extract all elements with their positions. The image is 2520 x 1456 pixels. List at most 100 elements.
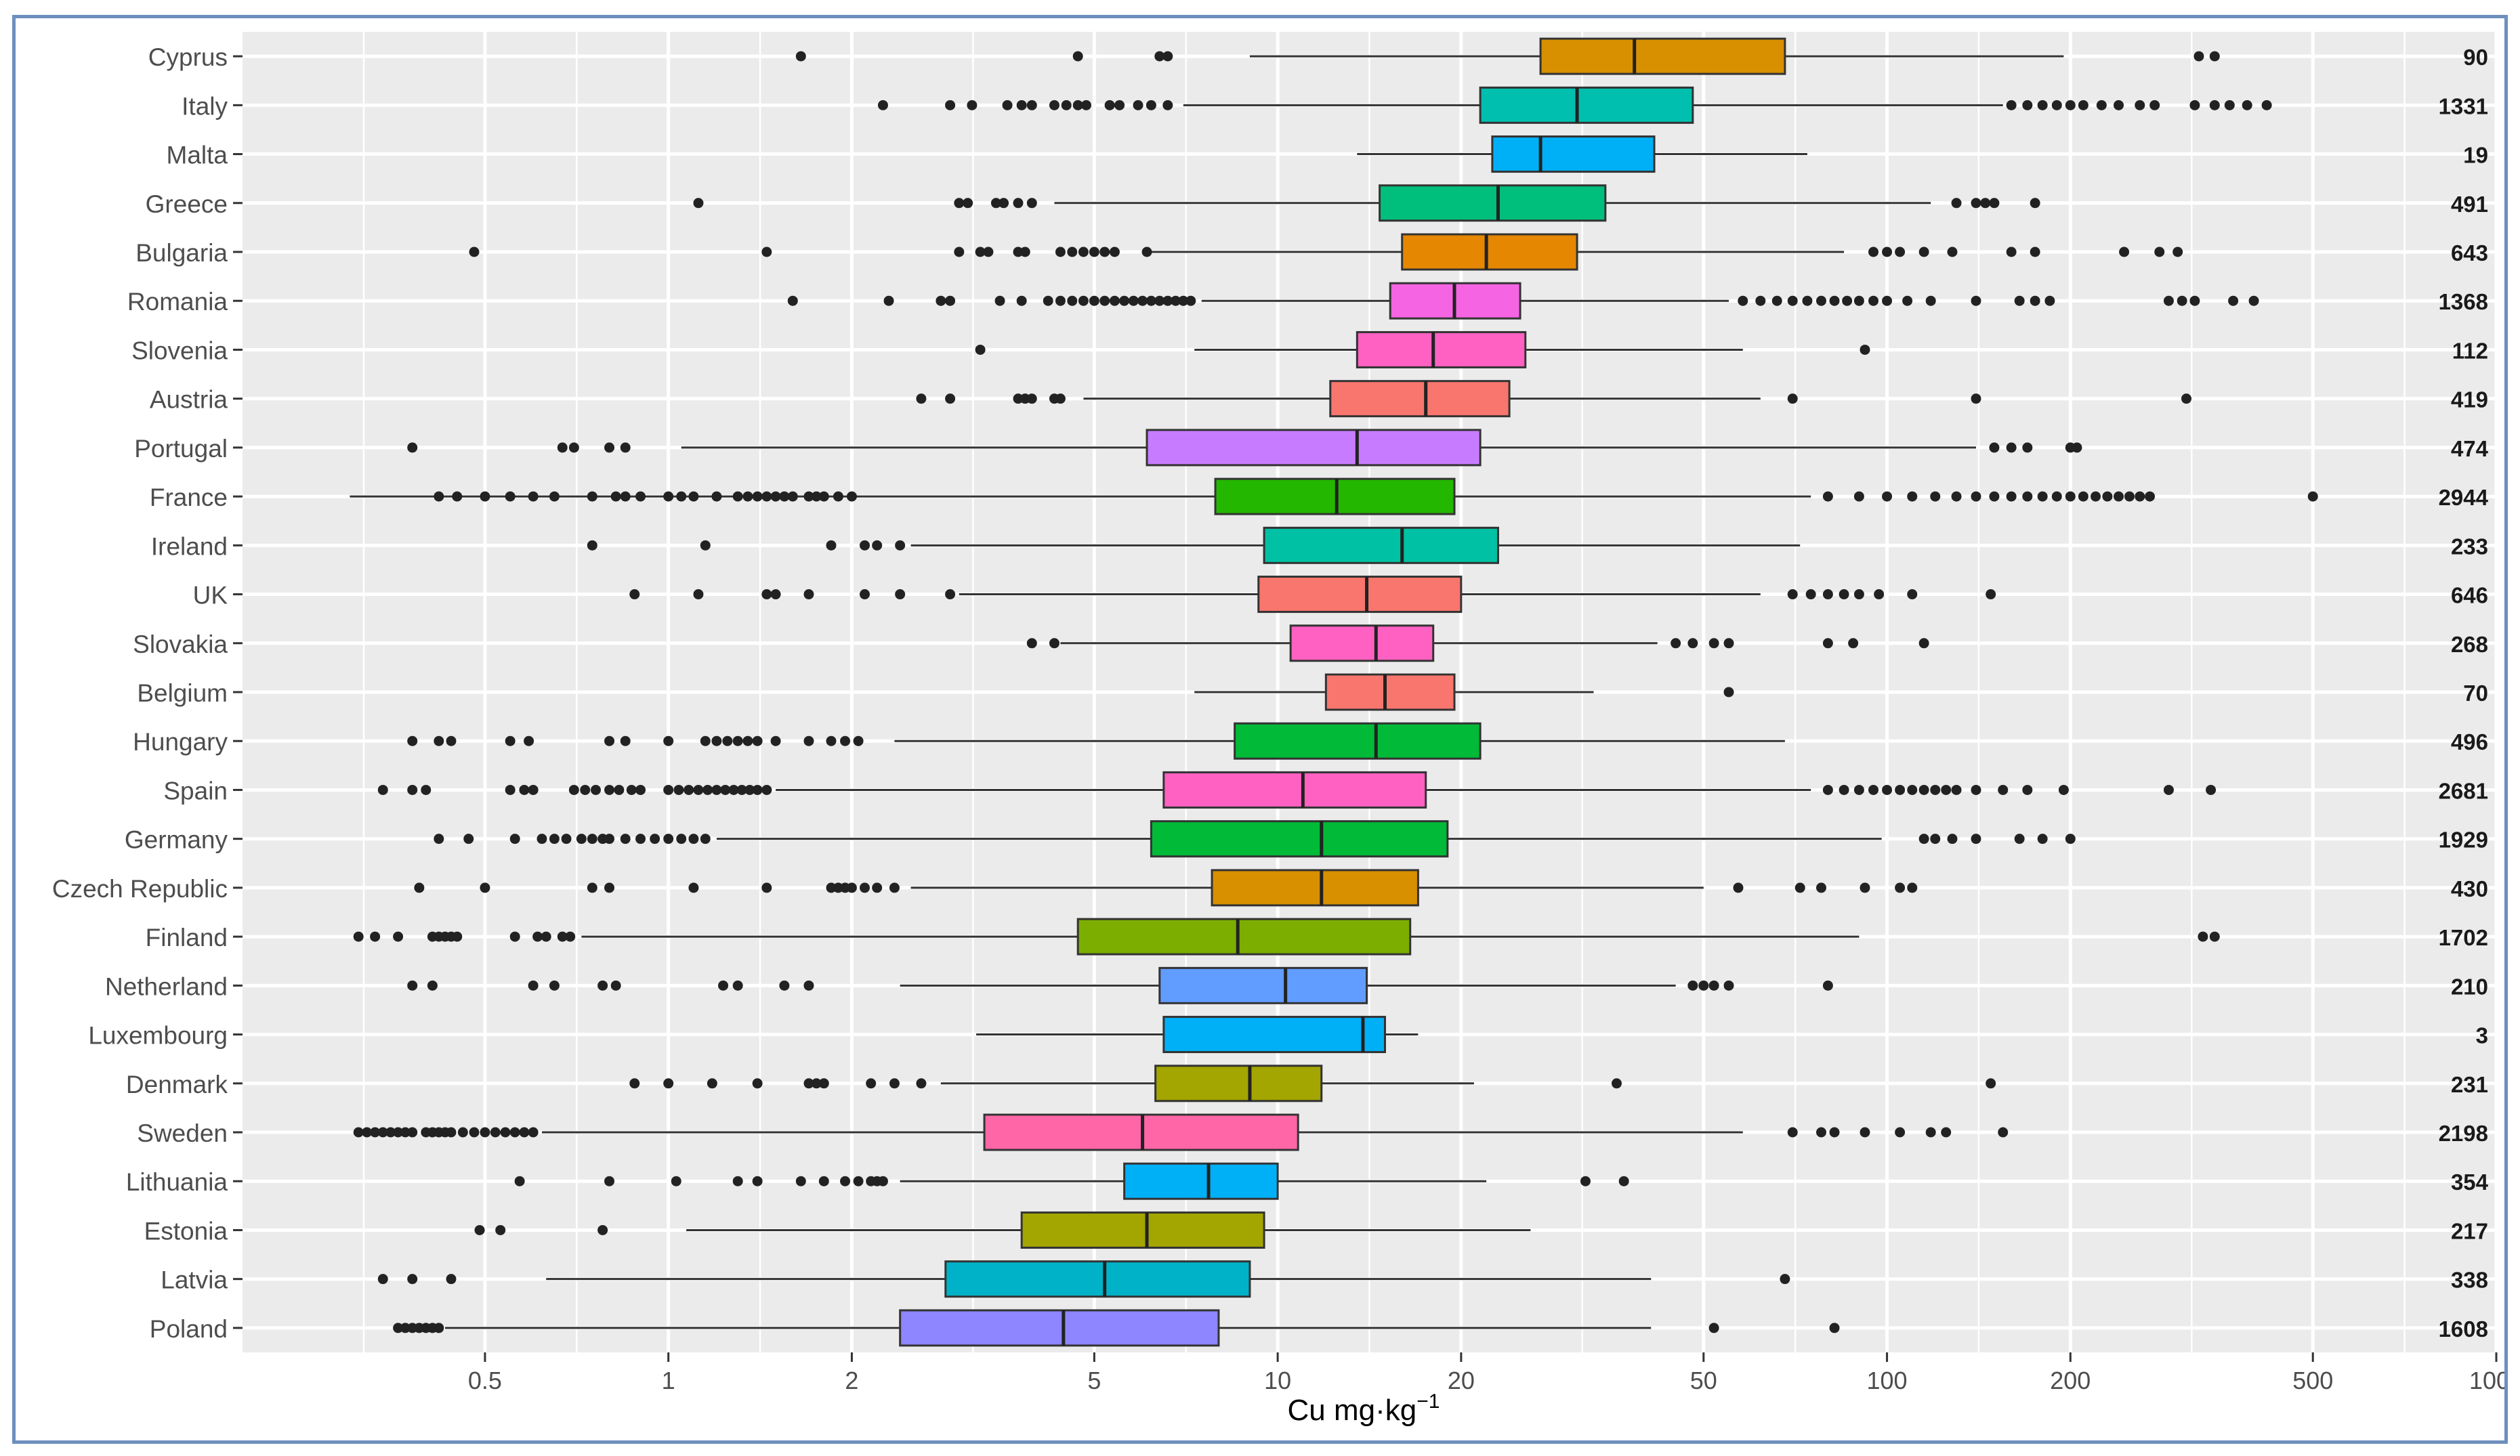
outlier-point [693, 784, 704, 795]
y-label-malta: Malta [167, 142, 228, 169]
outlier-point [393, 931, 404, 942]
outlier-point [549, 491, 560, 502]
outlier-point [833, 491, 843, 502]
outlier-point [1895, 882, 1906, 893]
outlier-point [1951, 784, 1962, 795]
outlier-point [818, 1176, 829, 1186]
count-malta: 19 [2463, 143, 2488, 168]
outlier-point [610, 980, 621, 991]
outlier-point [711, 784, 722, 795]
outlier-point [963, 198, 973, 209]
box-luxembourg [976, 1016, 1419, 1054]
outlier-point [407, 735, 418, 746]
outlier-point [787, 295, 798, 306]
outlier-point [883, 295, 894, 306]
outlier-point [1128, 295, 1139, 306]
y-label-france: France [150, 484, 228, 511]
outlier-point [1907, 589, 1918, 600]
outlier-point [2006, 491, 2017, 502]
box-italy [877, 86, 2272, 124]
iqr-box [944, 1260, 1251, 1298]
outlier-point [2149, 100, 2160, 110]
outlier-point [519, 1127, 530, 1138]
outlier-point [663, 834, 674, 844]
outlier-point [2078, 491, 2088, 502]
outlier-point [2078, 100, 2088, 110]
outlier-point [1787, 589, 1798, 600]
outlier-point [377, 784, 388, 795]
x-axis: 0.5 1 2 5 10 20 50 100 200 500 1000 [468, 1352, 2504, 1394]
outlier-point [385, 1127, 396, 1138]
outlier-point [1941, 1127, 1952, 1138]
count-slovakia: 268 [2451, 632, 2488, 657]
outlier-point [688, 491, 699, 502]
outlier-point [480, 882, 490, 893]
outlier-point [999, 198, 1009, 209]
box-uk [629, 576, 1996, 614]
box-netherland [407, 966, 1833, 1004]
box-lithuania [514, 1162, 1629, 1200]
outlier-point [761, 784, 772, 795]
outlier-point [752, 735, 763, 746]
outlier-point [676, 491, 687, 502]
outlier-point [1078, 247, 1089, 257]
outlier-point [446, 735, 457, 746]
outlier-point [693, 589, 704, 600]
outlier-point [1109, 247, 1120, 257]
outlier-point [434, 491, 444, 502]
outlier-point [549, 834, 560, 844]
outlier-point [1099, 247, 1110, 257]
x-axis-title: Cu mg·kg−1 [1288, 1390, 1440, 1427]
outlier-point [803, 980, 814, 991]
outlier-point [597, 980, 608, 991]
outlier-point [2228, 295, 2239, 306]
outlier-point [587, 882, 597, 893]
outlier-point [587, 491, 597, 502]
outlier-point [1137, 295, 1148, 306]
outlier-point [2209, 931, 2220, 942]
outlier-point [1141, 247, 1152, 257]
outlier-point [663, 735, 674, 746]
outlier-point [732, 1176, 743, 1186]
outlier-point [1104, 100, 1115, 110]
outlier-point [1067, 247, 1078, 257]
outlier-point [967, 100, 978, 110]
outlier-point [568, 442, 579, 453]
box-austria [916, 380, 2192, 418]
outlier-point [537, 834, 547, 844]
outlier-point [407, 1274, 418, 1285]
count-finland: 1702 [2439, 925, 2488, 950]
x-axis-title-text: Cu mg·kg [1288, 1394, 1417, 1427]
outlier-point [1822, 638, 1833, 649]
outlier-point [620, 735, 631, 746]
outlier-point [752, 491, 763, 502]
outlier-point [2206, 784, 2217, 795]
outlier-point [1882, 491, 1893, 502]
iqr-box [1491, 135, 1656, 173]
outlier-point [700, 540, 711, 551]
outlier-point [500, 1127, 511, 1138]
outlier-point [1723, 638, 1734, 649]
outlier-point [2030, 295, 2040, 306]
count-slovenia: 112 [2452, 338, 2488, 363]
outlier-point [377, 1274, 388, 1285]
outlier-point [1860, 1127, 1870, 1138]
iqr-box [1214, 477, 1456, 515]
outlier-point [2102, 491, 2113, 502]
y-label-cyprus: Cyprus [148, 43, 228, 71]
outlier-point [2006, 247, 2017, 257]
outlier-point [505, 491, 516, 502]
outlier-point [945, 589, 956, 600]
count-france: 2944 [2439, 485, 2489, 510]
iqr-box [1257, 576, 1463, 614]
outlier-point [524, 735, 534, 746]
outlier-point [803, 491, 814, 502]
outlier-point [1055, 295, 1066, 306]
outlier-point [688, 834, 699, 844]
outlier-point [1895, 247, 1906, 257]
outlier-point [519, 784, 530, 795]
outlier-point [936, 295, 946, 306]
x-tick-label-100: 100 [1867, 1367, 1908, 1394]
outlier-point [711, 735, 722, 746]
count-bulgaria: 643 [2451, 240, 2488, 265]
